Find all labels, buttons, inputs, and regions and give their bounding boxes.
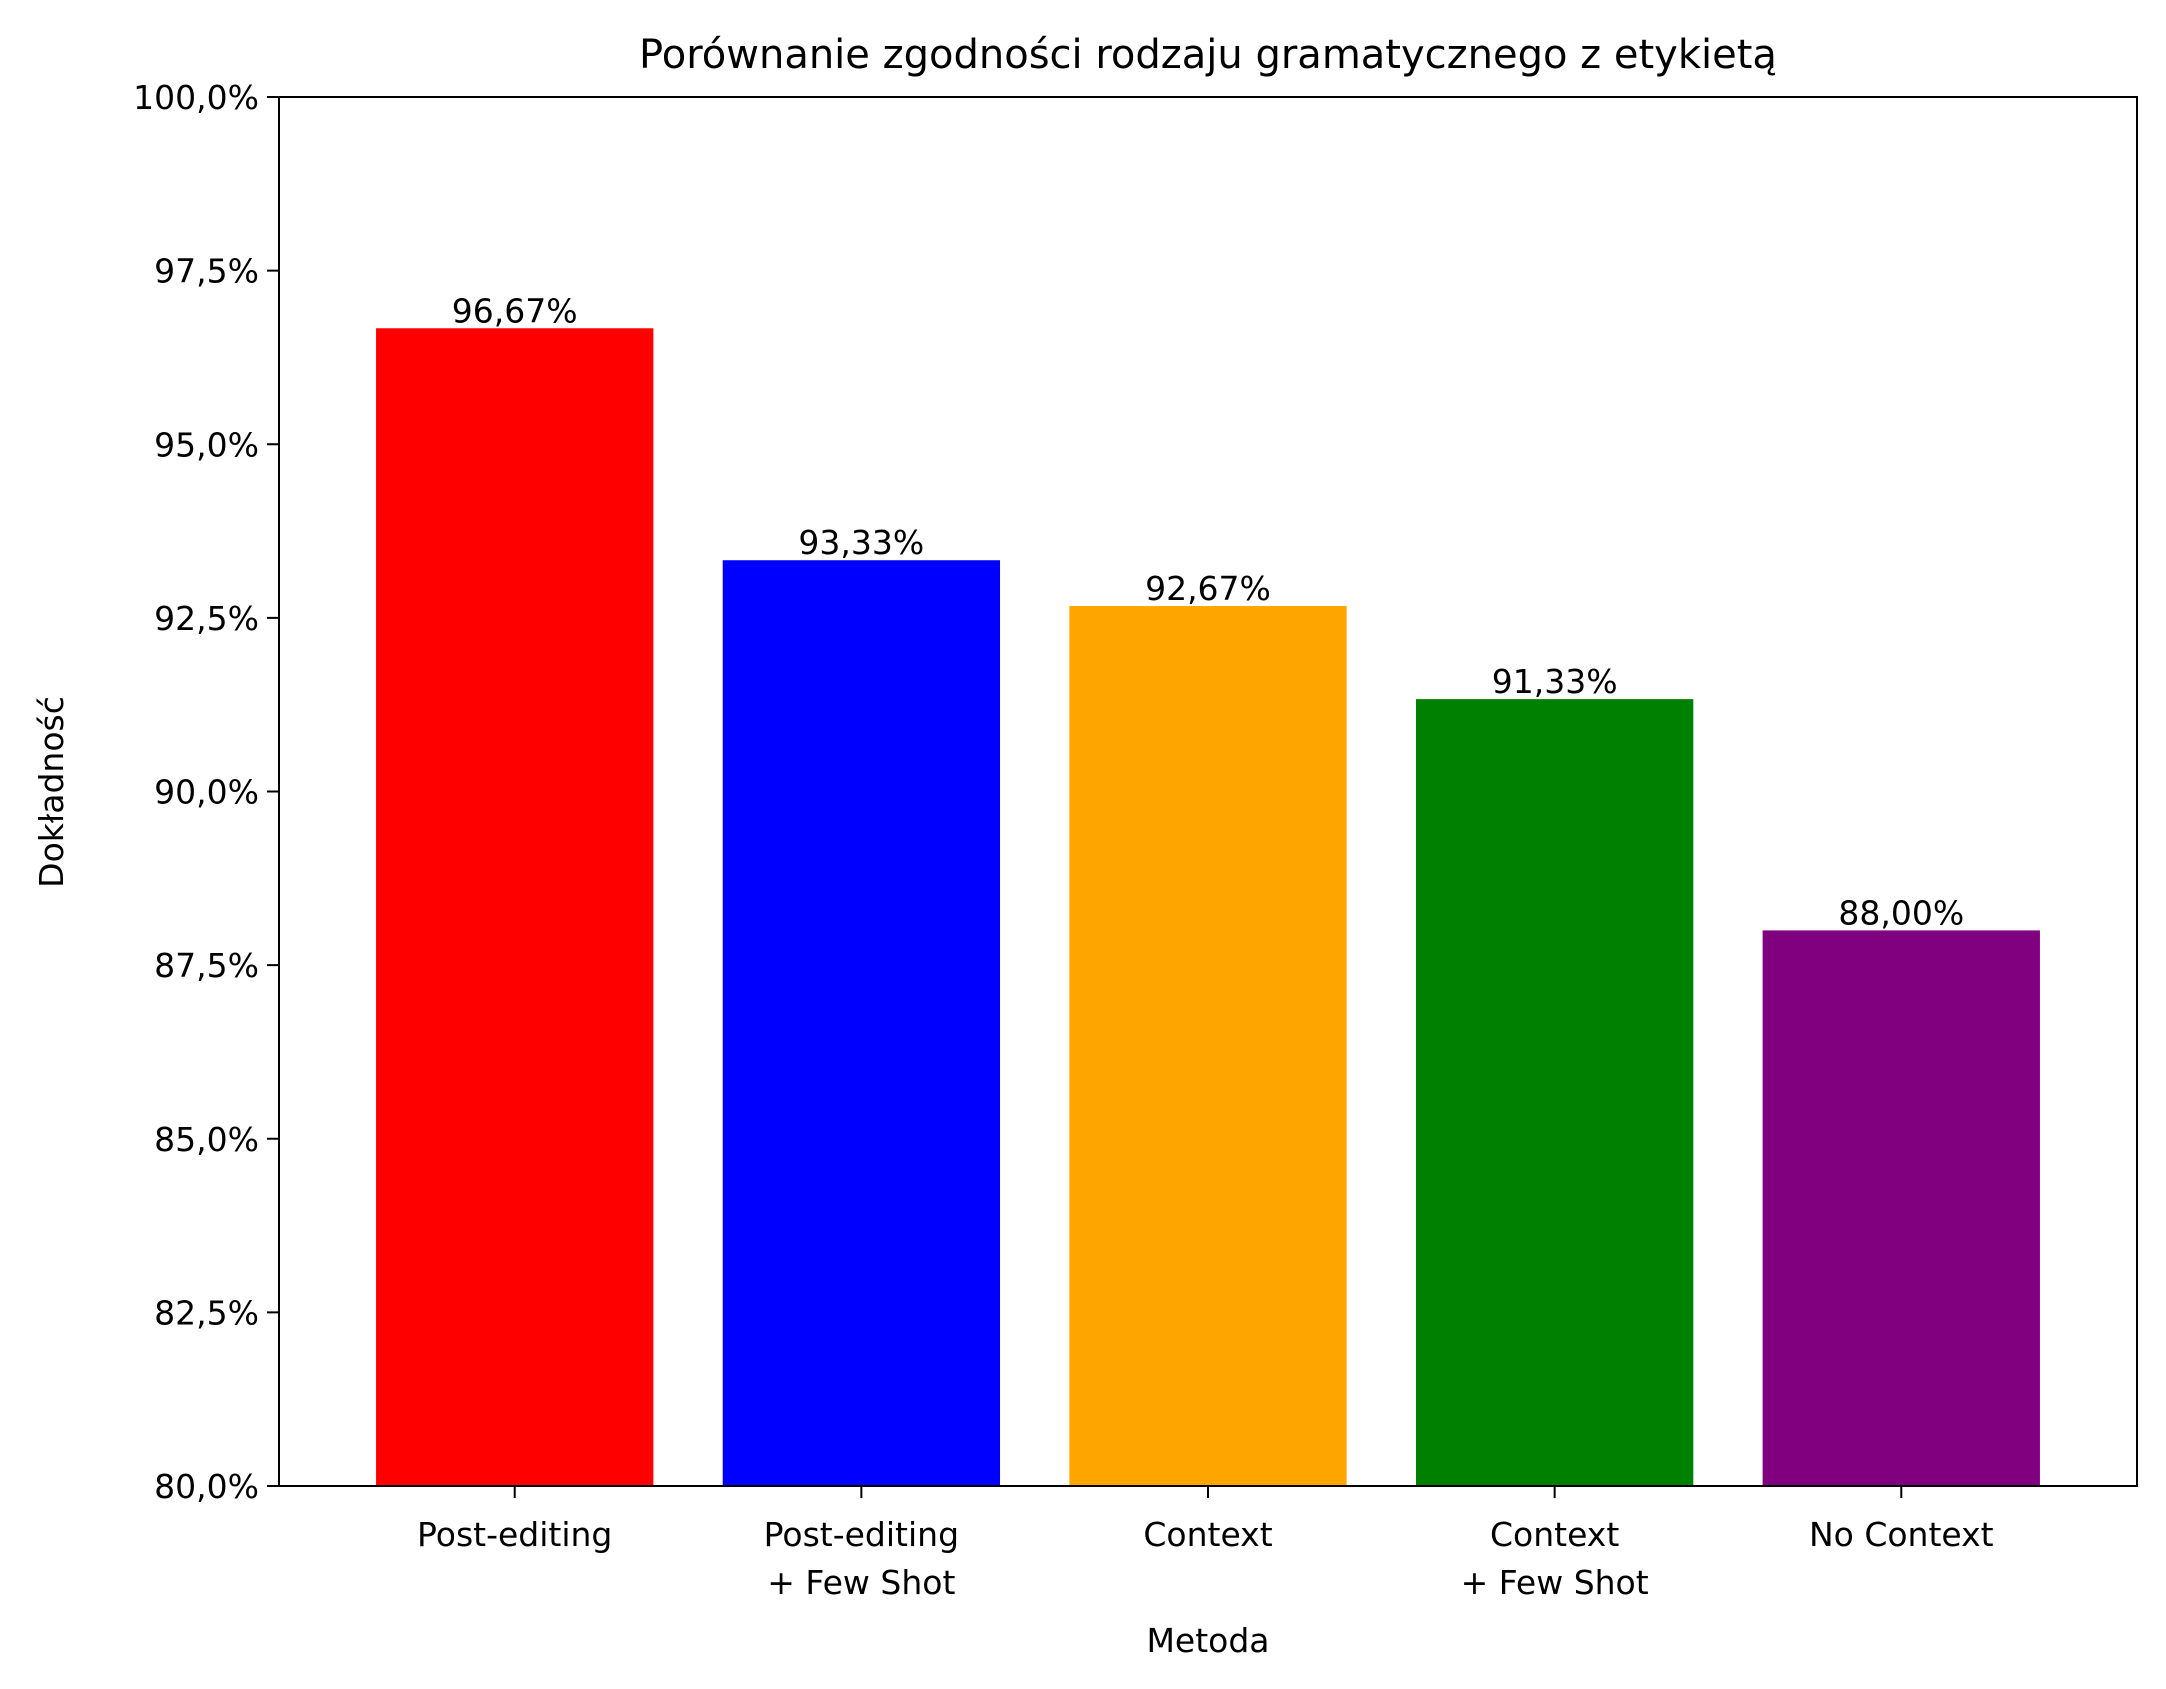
bar-value-label: 93,33% [798,523,924,562]
bar-value-label: 91,33% [1492,662,1618,701]
y-tick-label: 90,0% [154,773,259,812]
y-tick-label: 87,5% [154,946,259,985]
x-tick-label: + Few Shot [1461,1563,1649,1602]
bar-value-label: 96,67% [452,291,578,330]
bar [722,560,1001,1486]
y-tick-label: 85,0% [154,1120,259,1159]
y-axis: 80,0% 82,5% 85,0% 87,5% 90,0% 92,5% 95,0% 97,5%… [133,78,279,1506]
y-axis-label: Dokładność [32,696,71,888]
plot-frame [278,96,2138,1487]
bar [1762,930,2040,1486]
y-tick-label: 82,5% [154,1293,259,1332]
x-tick-label: Post-editing [764,1515,959,1554]
x-tick-label: Context [1143,1515,1272,1554]
x-tick-label: No Context [1809,1515,1994,1554]
bar-labels-group: 96,67% 93,33% 92,67% 91,33% 88,00% [452,291,1964,932]
bar-value-label: 88,00% [1838,893,1964,932]
bars-group [376,328,2040,1486]
bar-value-label: 92,67% [1145,569,1271,608]
y-tick-label: 100,0% [133,78,259,117]
x-tick-label: Context [1490,1515,1619,1554]
chart-title: Porównanie zgodności rodzaju gramatyczne… [639,32,1777,78]
y-tick-label: 80,0% [154,1467,259,1506]
x-tick-label: + Few Shot [767,1563,955,1602]
y-tick-label: 97,5% [154,252,259,291]
x-axis: Post-editing Post-editing + Few Shot Contex… [417,1486,1994,1602]
x-tick-label: Post-editing [417,1515,612,1554]
bar [1415,699,1694,1486]
y-tick-label: 95,0% [154,425,259,464]
x-axis-label: Metoda [1146,1621,1269,1660]
bar [376,328,654,1486]
y-tick-label: 92,5% [154,599,259,638]
bar [1069,606,1347,1486]
